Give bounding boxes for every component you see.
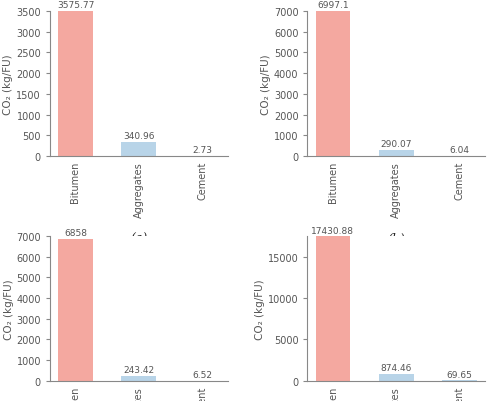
Text: 17430.88: 17430.88 [312, 226, 354, 235]
Y-axis label: CO₂ (kg/FU): CO₂ (kg/FU) [4, 54, 14, 115]
Y-axis label: CO₂ (kg/FU): CO₂ (kg/FU) [4, 278, 14, 339]
Text: 340.96: 340.96 [123, 132, 154, 141]
Text: 6997.1: 6997.1 [317, 1, 348, 10]
Text: 3575.77: 3575.77 [57, 1, 94, 10]
Bar [379, 374, 414, 381]
Bar [122, 376, 156, 381]
Bar [58, 12, 93, 157]
Text: 2.73: 2.73 [192, 146, 212, 155]
Text: 290.07: 290.07 [380, 140, 412, 149]
Y-axis label: CO₂ (kg/FU): CO₂ (kg/FU) [255, 278, 265, 339]
Y-axis label: CO₂ (kg/FU): CO₂ (kg/FU) [261, 54, 271, 115]
Text: (a): (a) [130, 232, 148, 245]
Bar [122, 143, 156, 157]
Text: (b): (b) [388, 232, 405, 245]
Bar [58, 239, 93, 381]
Text: 6.52: 6.52 [192, 370, 212, 379]
Text: 6858: 6858 [64, 229, 87, 237]
Bar [379, 151, 414, 157]
Text: 6.04: 6.04 [450, 146, 469, 155]
Bar [316, 237, 350, 381]
Text: 874.46: 874.46 [380, 363, 412, 372]
Bar [316, 12, 350, 157]
Text: 243.42: 243.42 [123, 365, 154, 374]
Text: 69.65: 69.65 [446, 370, 472, 379]
